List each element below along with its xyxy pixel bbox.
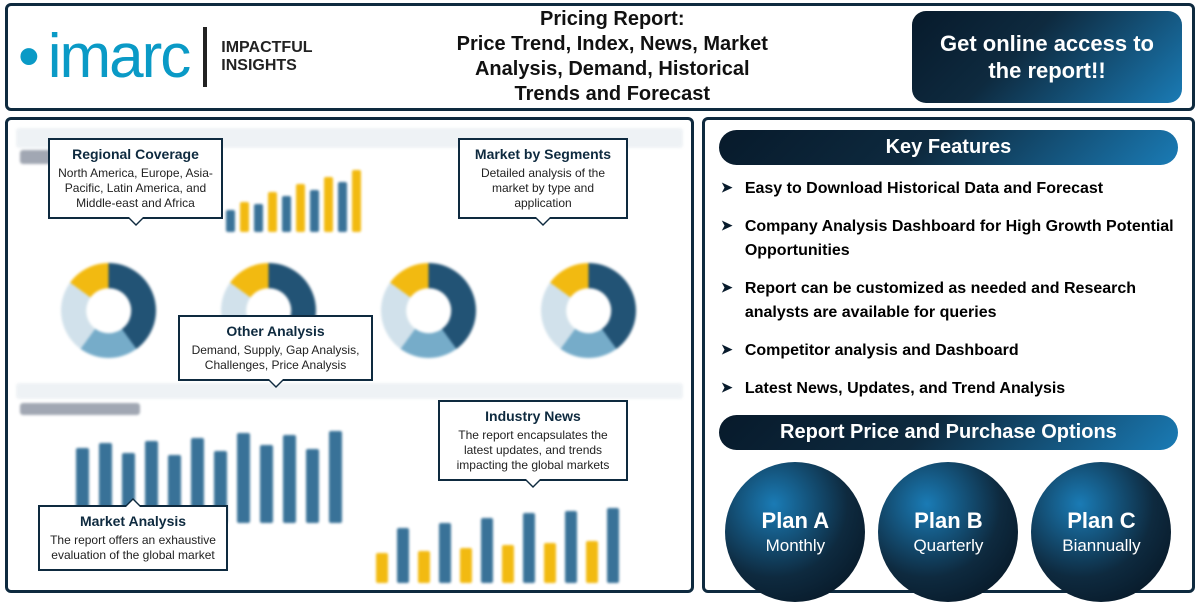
- chart-bars-small: [226, 162, 361, 232]
- plan-name: Plan A: [762, 508, 830, 534]
- title-l1: Pricing Report:: [325, 7, 900, 32]
- plan-frequency: Quarterly: [913, 536, 983, 556]
- callout-market: Market Analysis The report offers an exh…: [38, 505, 228, 571]
- callout-body: North America, Europe, Asia-Pacific, Lat…: [58, 166, 213, 211]
- tagline-line2: INSIGHTS: [221, 57, 312, 75]
- feature-item: Competitor analysis and Dashboard: [721, 339, 1176, 363]
- feature-item: Company Analysis Dashboard for High Grow…: [721, 215, 1176, 263]
- top-banner: • imarc IMPACTFUL INSIGHTS Pricing Repor…: [5, 3, 1195, 111]
- feature-list: Easy to Download Historical Data and For…: [721, 177, 1176, 401]
- callout-body: Demand, Supply, Gap Analysis, Challenges…: [188, 343, 363, 373]
- plan-frequency: Monthly: [766, 536, 826, 556]
- feature-item: Easy to Download Historical Data and For…: [721, 177, 1176, 201]
- title-l4: Trends and Forecast: [325, 82, 900, 107]
- cta-get-access[interactable]: Get online access to the report!!: [912, 11, 1182, 103]
- callout-title: Other Analysis: [188, 323, 363, 341]
- callout-body: Detailed analysis of the market by type …: [468, 166, 618, 211]
- logo-text: imarc: [48, 26, 190, 88]
- callout-title: Market Analysis: [48, 513, 218, 531]
- plan-option[interactable]: Plan C Biannually: [1031, 462, 1171, 602]
- chart-bars-mixed: [376, 498, 619, 583]
- plan-option[interactable]: Plan A Monthly: [725, 462, 865, 602]
- callout-body: The report encapsulates the latest updat…: [448, 428, 618, 473]
- plan-option[interactable]: Plan B Quarterly: [878, 462, 1018, 602]
- report-title: Pricing Report: Price Trend, Index, News…: [325, 7, 900, 107]
- callout-regional: Regional Coverage North America, Europe,…: [48, 138, 223, 219]
- brand-tagline: IMPACTFUL INSIGHTS: [221, 39, 312, 76]
- callout-title: Regional Coverage: [58, 146, 213, 164]
- callout-news: Industry News The report encapsulates th…: [438, 400, 628, 481]
- feature-item: Report can be customized as needed and R…: [721, 277, 1176, 325]
- feature-item: Latest News, Updates, and Trend Analysis: [721, 377, 1176, 401]
- tagline-line1: IMPACTFUL: [221, 39, 312, 57]
- plan-row: Plan A MonthlyPlan B QuarterlyPlan C Bia…: [719, 462, 1178, 602]
- title-l2: Price Trend, Index, News, Market: [325, 32, 900, 57]
- info-panel: Key Features Easy to Download Historical…: [702, 117, 1195, 593]
- logo-separator: [203, 27, 207, 87]
- title-l3: Analysis, Demand, Historical: [325, 57, 900, 82]
- features-heading: Key Features: [719, 130, 1178, 165]
- callout-title: Market by Segments: [468, 146, 618, 164]
- callout-segments: Market by Segments Detailed analysis of …: [458, 138, 628, 219]
- panels-row: Regional Coverage North America, Europe,…: [5, 117, 1195, 593]
- callout-other: Other Analysis Demand, Supply, Gap Analy…: [178, 315, 373, 381]
- cta-label: Get online access to the report!!: [924, 30, 1170, 85]
- callout-body: The report offers an exhaustive evaluati…: [48, 533, 218, 563]
- dashboard-panel: Regional Coverage North America, Europe,…: [5, 117, 694, 593]
- pricing-heading: Report Price and Purchase Options: [719, 415, 1178, 450]
- brand-logo: • imarc IMPACTFUL INSIGHTS: [18, 26, 313, 88]
- plan-name: Plan B: [914, 508, 982, 534]
- plan-name: Plan C: [1067, 508, 1135, 534]
- callout-title: Industry News: [448, 408, 618, 426]
- plan-frequency: Biannually: [1062, 536, 1140, 556]
